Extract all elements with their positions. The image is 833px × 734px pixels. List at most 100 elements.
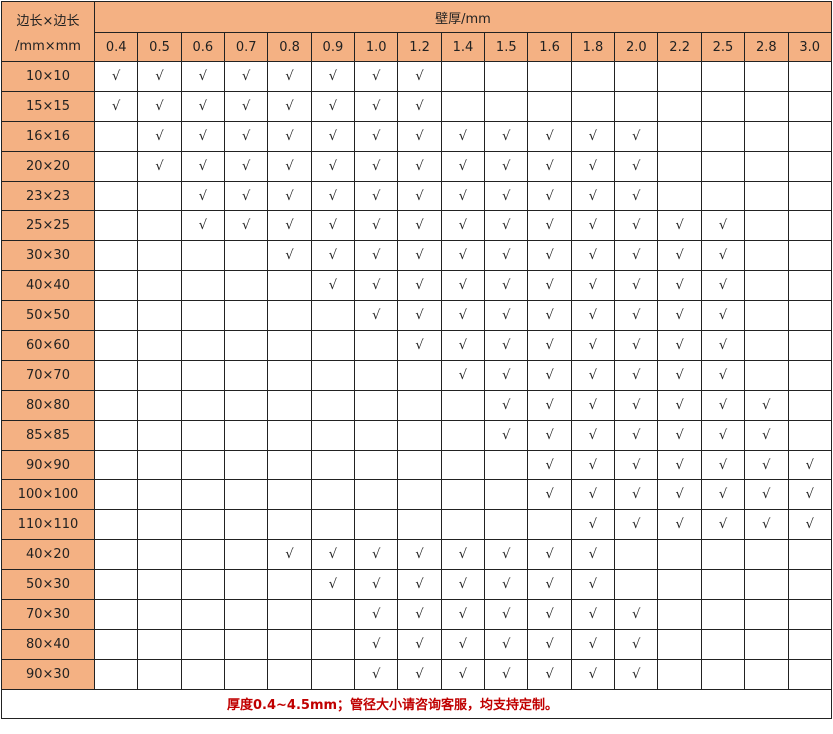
check-cell: √ bbox=[614, 449, 659, 481]
check-cell: √ bbox=[657, 240, 702, 272]
check-cell: √ bbox=[527, 479, 572, 511]
check-cell: √ bbox=[570, 419, 616, 451]
empty-cell bbox=[354, 509, 399, 541]
empty-cell bbox=[137, 359, 182, 391]
check-icon: √ bbox=[545, 636, 554, 652]
check-cell: √ bbox=[397, 300, 442, 332]
check-cell: √ bbox=[310, 569, 356, 601]
empty-cell bbox=[744, 180, 789, 212]
check-icon: √ bbox=[588, 457, 598, 473]
check-icon: √ bbox=[632, 666, 641, 682]
check-icon: √ bbox=[675, 278, 684, 294]
footer-note: 厚度0.4~4.5mm；管径大小请咨询客服，均支持定制。 bbox=[1, 688, 832, 719]
check-icon: √ bbox=[458, 158, 468, 174]
check-icon: √ bbox=[632, 218, 641, 234]
check-cell: √ bbox=[700, 270, 746, 302]
check-cell: √ bbox=[700, 359, 746, 391]
empty-cell bbox=[484, 509, 529, 541]
check-cell: √ bbox=[527, 240, 572, 272]
check-cell: √ bbox=[570, 150, 616, 182]
check-cell: √ bbox=[440, 539, 486, 571]
thickness-header: 0.8 bbox=[267, 32, 312, 62]
corner-header: 边长×边长 /mm×mm bbox=[1, 1, 95, 62]
empty-cell bbox=[137, 270, 182, 302]
empty-cell bbox=[787, 120, 832, 152]
check-icon: √ bbox=[675, 218, 684, 234]
empty-cell bbox=[93, 120, 139, 152]
empty-cell bbox=[354, 389, 399, 421]
check-icon: √ bbox=[502, 636, 511, 652]
empty-cell bbox=[310, 359, 356, 391]
check-icon: √ bbox=[415, 98, 424, 114]
check-icon: √ bbox=[718, 308, 728, 324]
empty-cell bbox=[224, 240, 269, 272]
empty-cell bbox=[570, 90, 616, 122]
check-cell: √ bbox=[614, 658, 659, 690]
thickness-header: 0.6 bbox=[180, 32, 226, 62]
empty-cell bbox=[744, 539, 789, 571]
empty-cell bbox=[614, 569, 659, 601]
thickness-header: 1.0 bbox=[354, 32, 399, 62]
empty-cell bbox=[397, 509, 442, 541]
check-icon: √ bbox=[155, 158, 164, 174]
check-icon: √ bbox=[545, 188, 554, 204]
size-label: 15×15 bbox=[1, 90, 95, 122]
check-icon: √ bbox=[415, 337, 424, 353]
check-cell: √ bbox=[614, 150, 659, 182]
spec-table: 边长×边长 /mm×mm 壁厚/mm 0.4 0.5 0.6 0.7 0.8 0.9 1.0… bbox=[1, 1, 832, 719]
check-cell: √ bbox=[744, 479, 789, 511]
check-icon: √ bbox=[588, 517, 598, 533]
empty-cell bbox=[744, 330, 789, 361]
empty-cell bbox=[93, 300, 139, 332]
empty-cell bbox=[354, 359, 399, 391]
check-cell: √ bbox=[700, 419, 746, 451]
thickness-header: 2.2 bbox=[657, 32, 702, 62]
check-cell: √ bbox=[744, 389, 789, 421]
table-row: 25×25 √ √ √ √ √ √ √ √ √ √ √ √ √ bbox=[1, 210, 832, 242]
check-icon: √ bbox=[632, 278, 641, 294]
check-icon: √ bbox=[285, 248, 294, 264]
empty-cell bbox=[137, 539, 182, 571]
empty-cell bbox=[440, 449, 486, 481]
empty-cell bbox=[397, 419, 442, 451]
empty-cell bbox=[787, 419, 832, 451]
check-cell: √ bbox=[180, 210, 226, 242]
check-cell: √ bbox=[440, 180, 486, 212]
empty-cell bbox=[787, 658, 832, 690]
empty-cell bbox=[224, 509, 269, 541]
check-icon: √ bbox=[632, 188, 641, 204]
check-cell: √ bbox=[267, 150, 312, 182]
check-cell: √ bbox=[397, 599, 442, 630]
check-icon: √ bbox=[372, 188, 381, 204]
thickness-header: 1.8 bbox=[570, 32, 616, 62]
check-cell: √ bbox=[700, 300, 746, 332]
check-icon: √ bbox=[328, 547, 338, 563]
check-cell: √ bbox=[397, 240, 442, 272]
empty-cell bbox=[700, 120, 746, 152]
check-cell: √ bbox=[657, 270, 702, 302]
empty-cell bbox=[787, 90, 832, 122]
check-icon: √ bbox=[545, 308, 554, 324]
check-icon: √ bbox=[285, 68, 294, 84]
check-cell: √ bbox=[570, 120, 616, 152]
size-label: 23×23 bbox=[1, 180, 95, 212]
check-icon: √ bbox=[588, 278, 598, 294]
corner-line1: 边长×边长 bbox=[16, 13, 80, 29]
check-icon: √ bbox=[372, 248, 381, 264]
check-icon: √ bbox=[415, 606, 424, 622]
check-cell: √ bbox=[310, 90, 356, 122]
check-icon: √ bbox=[718, 397, 728, 413]
empty-cell bbox=[93, 539, 139, 571]
check-icon: √ bbox=[588, 606, 598, 622]
check-icon: √ bbox=[632, 248, 641, 264]
check-icon: √ bbox=[805, 457, 814, 473]
table-row: 80×40 √ √ √ √ √ √ √ bbox=[1, 628, 832, 660]
check-cell: √ bbox=[397, 210, 442, 242]
check-cell: √ bbox=[224, 90, 269, 122]
check-icon: √ bbox=[328, 128, 338, 144]
check-cell: √ bbox=[310, 150, 356, 182]
empty-cell bbox=[137, 180, 182, 212]
empty-cell bbox=[310, 628, 356, 660]
check-cell: √ bbox=[570, 300, 616, 332]
empty-cell bbox=[224, 539, 269, 571]
